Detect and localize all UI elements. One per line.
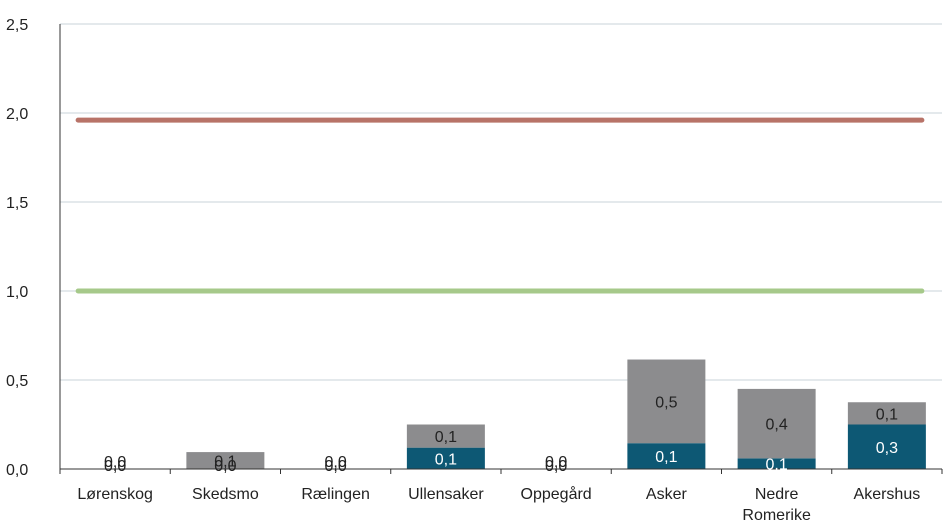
data-label: 0,0 (545, 458, 567, 475)
bar-segment (847, 424, 926, 469)
y-tick-label: 2,0 (6, 106, 28, 123)
data-labels: 0,00,0 0,00,1 0,00,0 0,10,10,00,0 0,10,50,10… (104, 394, 898, 475)
bar-segment (186, 452, 265, 469)
data-label: 0,4 (766, 417, 788, 434)
bar-segment (737, 458, 816, 469)
bars (186, 359, 926, 469)
data-label: 0,5 (655, 394, 677, 411)
data-label: 0,0 (325, 458, 347, 475)
x-axis-tick-labels: Lørenskog Skedsmo Rælingen Ullensaker Oppegå… (77, 485, 920, 524)
bar-segment (737, 388, 816, 459)
x-tick-label: Oppegård (521, 485, 592, 503)
x-tick-label: Akershus (854, 486, 921, 503)
x-tick-label: Skedsmo (192, 486, 259, 503)
data-label: 0,1 (766, 457, 788, 474)
data-label: 0,0 (214, 458, 236, 475)
data-label: 0,1 (214, 454, 236, 471)
x-tick-label: Lørenskog (77, 486, 153, 503)
x-tick-label: Rælingen (301, 486, 369, 503)
y-tick-label: 1,0 (6, 284, 28, 301)
bar-segment (847, 402, 926, 425)
bar-segment (627, 443, 706, 469)
y-tick-label: 0,0 (6, 462, 28, 479)
data-label: 0,1 (435, 451, 457, 468)
gridlines (60, 23, 942, 381)
x-tick-label: Ullensaker (408, 486, 484, 503)
y-tick-label: 0,5 (6, 373, 28, 390)
x-tick-label: Asker (646, 486, 688, 503)
data-label: 0,1 (435, 429, 457, 446)
bar-segment (627, 359, 706, 444)
data-label: 0,3 (876, 440, 898, 457)
axes (59, 24, 943, 474)
data-label: 0,0 (545, 454, 567, 471)
data-label: 0,1 (876, 406, 898, 423)
data-label: 0,0 (325, 454, 347, 471)
data-label: 0,0 (104, 454, 126, 471)
y-tick-label: 2,5 (6, 17, 28, 34)
y-tick-label: 1,5 (6, 195, 28, 212)
x-tick-label: Nedre Romerike (742, 486, 811, 524)
data-label: 0,1 (655, 449, 677, 466)
bar-segment (406, 424, 485, 448)
y-axis-tick-labels: 0,0 0,5 1,0 1,5 2,0 2,5 (6, 17, 28, 479)
reference-lines (75, 117, 925, 294)
bar-segment (406, 447, 485, 469)
data-label: 0,0 (104, 458, 126, 475)
